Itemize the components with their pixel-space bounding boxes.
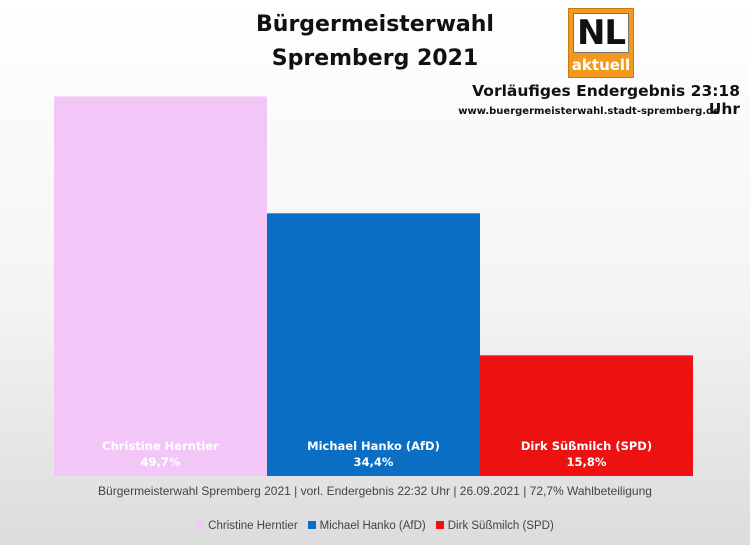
- legend-swatch: [196, 521, 205, 529]
- legend-label: Michael Hanko (AfD): [319, 520, 426, 532]
- chart-title: Bürgermeisterwahl Spremberg 2021: [170, 8, 580, 76]
- chart-legend: Christine Herntier Michael Hanko (AfD) Dir…: [0, 520, 750, 532]
- logo-aktuell-text: aktuell: [571, 56, 631, 74]
- bar-3: [480, 355, 693, 476]
- bar-category-label: Dirk Süßmilch (SPD): [521, 439, 652, 453]
- result-subtitle: Vorläufiges Endergebnis 23:18 Uhr: [472, 82, 740, 118]
- legend-item: Christine Herntier: [196, 520, 298, 532]
- bar-category-label: Christine Herntier: [102, 439, 219, 453]
- legend-item: Dirk Süßmilch (SPD): [435, 520, 554, 532]
- chart-caption: Bürgermeisterwahl Spremberg 2021 | vorl.…: [98, 484, 652, 498]
- logo-nl-text: NL: [573, 13, 629, 53]
- bar-value-label: 34,4%: [354, 455, 394, 469]
- legend-item: Michael Hanko (AfD): [307, 520, 426, 532]
- title-line-2: Spremberg 2021: [271, 46, 479, 71]
- bar-category-label: Michael Hanko (AfD): [307, 439, 440, 453]
- bar-2: [267, 213, 480, 477]
- legend-swatch: [435, 521, 444, 529]
- bar-value-label: 15,8%: [567, 455, 607, 469]
- legend-swatch: [307, 521, 316, 529]
- legend-label: Dirk Süßmilch (SPD): [447, 520, 554, 532]
- bar-value-label: 49,7%: [141, 455, 181, 469]
- title-line-1: Bürgermeisterwahl: [256, 12, 494, 37]
- nl-aktuell-logo: NL aktuell: [568, 8, 634, 78]
- legend-label: Christine Herntier: [208, 520, 298, 532]
- source-url: www.buergermeisterwahl.stadt-spremberg.d…: [458, 106, 720, 117]
- bar-1: [54, 96, 267, 477]
